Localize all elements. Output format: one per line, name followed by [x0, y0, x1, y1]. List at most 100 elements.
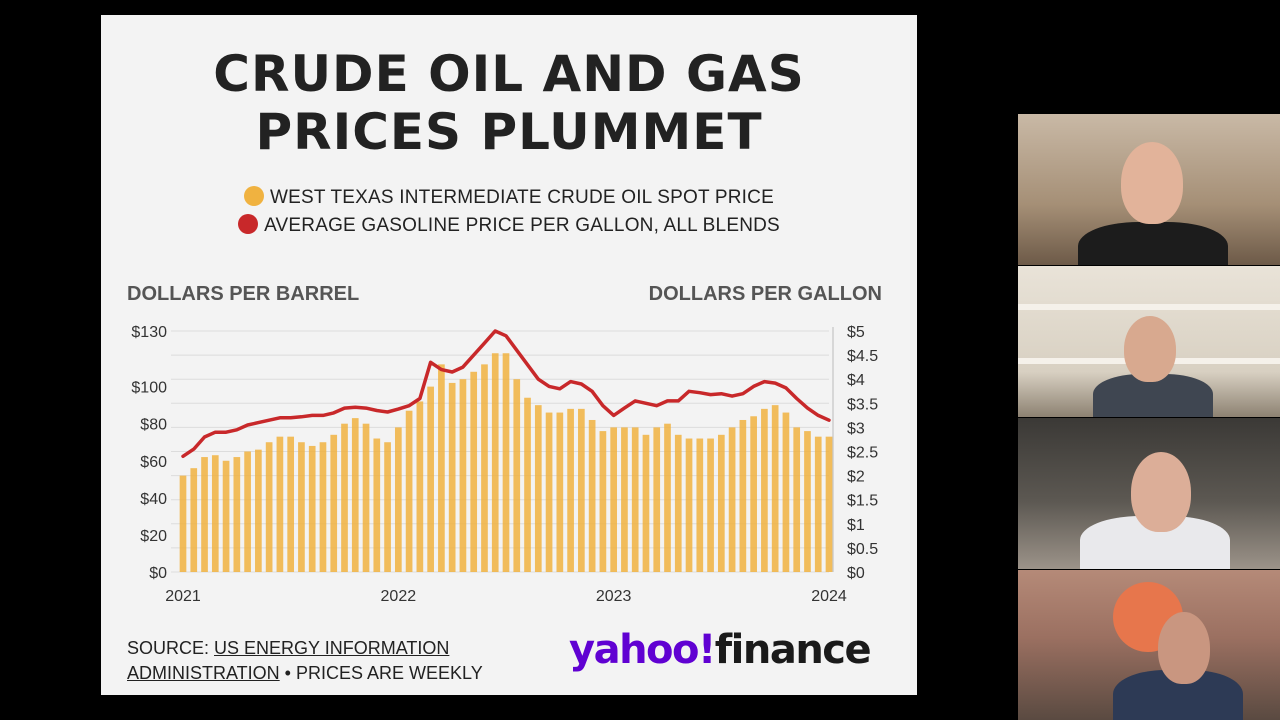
- oil-price-bar: [233, 457, 241, 572]
- source-link-2[interactable]: ADMINISTRATION: [127, 663, 280, 683]
- legend-oil-dot-icon: [244, 186, 265, 206]
- x-tick-label: 2022: [381, 588, 417, 605]
- oil-price-bar: [578, 408, 585, 572]
- source-suffix: • PRICES ARE WEEKLY: [279, 663, 483, 683]
- y-right-tick-label: $4: [847, 372, 865, 389]
- oil-price-bar: [513, 379, 521, 572]
- video-panel-participant-1[interactable]: [1018, 114, 1280, 265]
- oil-price-bar: [696, 438, 704, 572]
- oil-price-bar: [534, 405, 542, 572]
- participant-3-head: [1131, 452, 1191, 532]
- y-right-tick-label: $1.5: [847, 493, 878, 510]
- y-right-tick-label: $3: [847, 420, 865, 437]
- oil-price-bar: [728, 427, 736, 572]
- source-link-1[interactable]: US ENERGY INFORMATION: [214, 638, 450, 658]
- oil-price-bar: [793, 427, 801, 572]
- logo-brand: yahoo!: [569, 627, 716, 673]
- title-line-2: PRICES PLUMMET: [255, 103, 763, 161]
- oil-price-bar: [545, 412, 553, 572]
- source-note: SOURCE: US ENERGY INFORMATION ADMINISTRA…: [127, 636, 483, 686]
- oil-price-bar: [739, 419, 747, 572]
- y-left-axis-title: DOLLARS PER BARREL: [127, 283, 360, 305]
- x-tick-label: 2024: [811, 588, 847, 605]
- title-line-1: CRUDE OIL AND GAS: [213, 45, 805, 103]
- oil-price-bar: [416, 401, 424, 572]
- chart-slide: CRUDE OIL AND GAS PRICES PLUMMET WEST TE…: [101, 15, 917, 695]
- oil-price-bar: [438, 364, 445, 572]
- oil-price-bar: [470, 371, 478, 572]
- y-right-axis-title: DOLLARS PER GALLON: [648, 283, 882, 305]
- legend-oil-label: WEST TEXAS INTERMEDIATE CRUDE OIL SPOT P…: [270, 187, 774, 208]
- oil-price-bar: [222, 460, 230, 572]
- y-right-tick-label: $4.5: [847, 348, 878, 365]
- oil-price-bar: [761, 408, 768, 572]
- oil-price-bar: [179, 475, 187, 572]
- legend-gas-dot-icon: [238, 214, 259, 234]
- oil-price-bar: [524, 397, 531, 572]
- y-right-tick-label: $5: [847, 324, 865, 341]
- video-panel-participant-2[interactable]: [1018, 266, 1280, 417]
- y-left-tick-label: $40: [140, 491, 167, 508]
- yahoo-finance-logo: yahoo!finance: [569, 627, 872, 673]
- oil-price-bar: [265, 442, 273, 572]
- oil-price-bar: [567, 408, 574, 572]
- oil-price-bar: [362, 423, 370, 572]
- y-right-tick-label: $3.5: [847, 396, 878, 413]
- y-right-tick-label: $0.5: [847, 541, 878, 558]
- participant-1-head: [1121, 142, 1183, 224]
- oil-price-bar: [750, 416, 757, 572]
- oil-price-bar: [642, 434, 650, 572]
- oil-price-bar: [405, 410, 413, 572]
- oil-price-bar: [319, 442, 327, 572]
- y-right-tick-label: $0: [847, 565, 865, 582]
- oil-price-bar: [610, 427, 618, 572]
- oil-price-bar: [190, 468, 198, 572]
- oil-price-bar: [201, 457, 208, 572]
- y-right-tick-label: $2.5: [847, 445, 878, 462]
- chart-title: CRUDE OIL AND GAS PRICES PLUMMET: [101, 45, 917, 161]
- oil-price-bar: [599, 431, 607, 572]
- oil-price-bar: [804, 431, 811, 572]
- participant-4-head: [1158, 612, 1210, 684]
- y-left-tick-label: $60: [140, 454, 167, 471]
- legend-gas-label: AVERAGE GASOLINE PRICE PER GALLON, ALL B…: [264, 215, 780, 236]
- oil-price-bar: [782, 412, 790, 572]
- oil-price-bar: [276, 436, 284, 572]
- oil-price-bar: [384, 442, 391, 572]
- legend-oil: WEST TEXAS INTERMEDIATE CRUDE OIL SPOT P…: [101, 186, 917, 209]
- oil-price-bar: [653, 427, 661, 572]
- video-panel-participant-3[interactable]: [1018, 418, 1280, 569]
- oil-price-bar: [685, 438, 693, 572]
- oil-price-bar: [631, 427, 639, 572]
- video-panel-participant-4[interactable]: [1018, 570, 1280, 720]
- y-right-tick-label: $1: [847, 517, 865, 534]
- y-left-tick-label: $100: [131, 380, 167, 397]
- oil-price-bar: [308, 445, 316, 572]
- participant-2-shelf: [1018, 304, 1280, 310]
- oil-price-bar: [502, 353, 510, 572]
- oil-price-bar: [330, 434, 338, 572]
- oil-price-bar: [287, 436, 295, 572]
- oil-price-bar: [588, 419, 596, 572]
- source-prefix: SOURCE:: [127, 638, 215, 658]
- y-left-tick-label: $20: [140, 528, 167, 545]
- oil-price-bar: [481, 364, 488, 572]
- participant-1-body: [1078, 222, 1228, 265]
- chart-plot: $0 $20 $40 $60 $80 $100 $130 $0 $0.5 $1 $1.5 $2 $2.5…: [131, 324, 878, 605]
- oil-price-bar: [448, 382, 456, 572]
- oil-price-bar: [427, 386, 434, 572]
- oil-price-bar: [211, 455, 219, 572]
- oil-price-bar: [373, 438, 381, 572]
- gasoline-price-line: [181, 329, 831, 459]
- oil-price-bar: [556, 412, 564, 572]
- legend-gas: AVERAGE GASOLINE PRICE PER GALLON, ALL B…: [101, 214, 917, 237]
- oil-price-bar: [255, 449, 262, 572]
- oil-price-bar: [394, 427, 402, 572]
- x-tick-label: 2023: [596, 588, 632, 605]
- oil-price-bar: [814, 436, 822, 572]
- oil-price-bar: [825, 436, 833, 572]
- oil-price-bar: [244, 451, 251, 572]
- oil-price-bar: [459, 379, 467, 572]
- oil-price-bar: [674, 434, 682, 572]
- oil-price-bar: [298, 442, 305, 572]
